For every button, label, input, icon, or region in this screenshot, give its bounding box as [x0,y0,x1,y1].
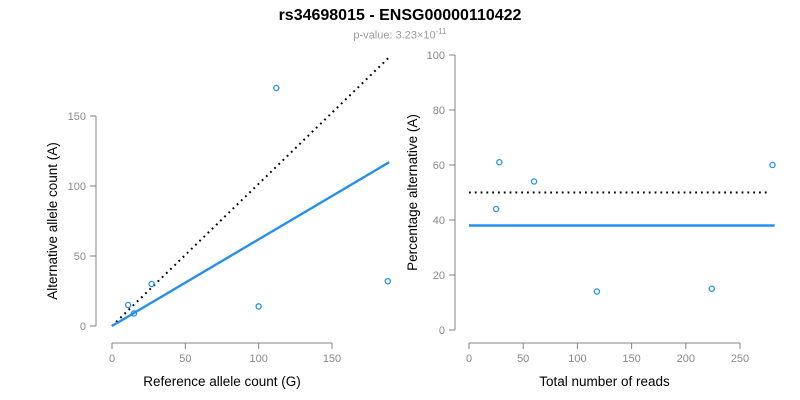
expected-identity-line [111,55,392,327]
x-axis-tick-label: 250 [731,353,749,365]
y-axis-tick-label: 40 [433,215,445,227]
x-axis-tick-label: 150 [622,353,640,365]
data-point [124,301,132,309]
y-axis-title: Percentage alternative (A) [405,114,420,271]
x-axis-tick-label: 50 [179,353,191,365]
data-point [255,303,262,310]
x-axis-tick-label: 0 [466,353,472,365]
data-point [492,205,500,213]
x-axis-tick-label: 100 [568,353,586,365]
x-axis-title: Total number of reads [539,374,670,389]
y-axis-tick-label: 0 [80,321,86,333]
y-axis-tick-label: 100 [68,181,86,193]
x-axis-tick-label: 100 [249,353,267,365]
data-point [530,178,538,185]
fitted-ratio-line [111,161,390,328]
x-axis-tick-label: 200 [677,353,695,365]
y-axis-tick-label: 60 [433,160,445,172]
y-axis-tick-label: 150 [68,111,86,123]
data-point [708,285,716,292]
data-point [273,84,280,92]
data-point [769,161,776,169]
pvalue-text: p-value: 3.23×10 [353,29,436,42]
data-point [384,277,391,285]
figure-title: rs34698015 - ENSG00000110422 [278,7,522,24]
x-axis-title: Reference allele count (G) [143,374,301,389]
data-point [496,158,503,166]
y-axis-tick-label: 20 [433,270,445,282]
x-axis-tick-label: 0 [109,353,115,365]
x-axis-tick-label: 50 [517,353,529,365]
y-axis-tick-label: 80 [433,105,445,117]
y-axis-tick-label: 100 [427,50,445,62]
y-axis-title: Alternative allele count (A) [45,142,60,300]
figure-subtitle: p-value: 3.23×10-11 [0,27,800,42]
y-axis-tick-label: 0 [439,325,445,337]
x-axis-tick-label: 150 [323,353,341,365]
data-point [593,288,601,295]
y-axis-tick-label: 50 [74,251,86,263]
data-point [148,280,155,288]
data-point [130,310,138,317]
pvalue-exponent: -11 [435,27,447,36]
